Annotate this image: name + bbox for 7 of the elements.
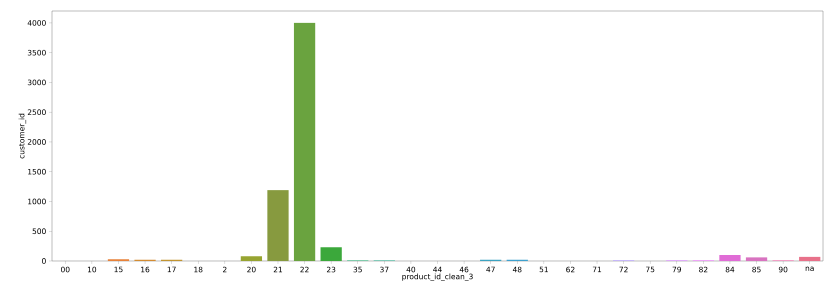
bar xyxy=(746,257,768,261)
bar xyxy=(719,255,741,261)
bar xyxy=(267,190,289,261)
bar xyxy=(294,22,316,261)
bar xyxy=(799,256,820,261)
bar xyxy=(240,256,262,261)
bar xyxy=(320,247,342,261)
